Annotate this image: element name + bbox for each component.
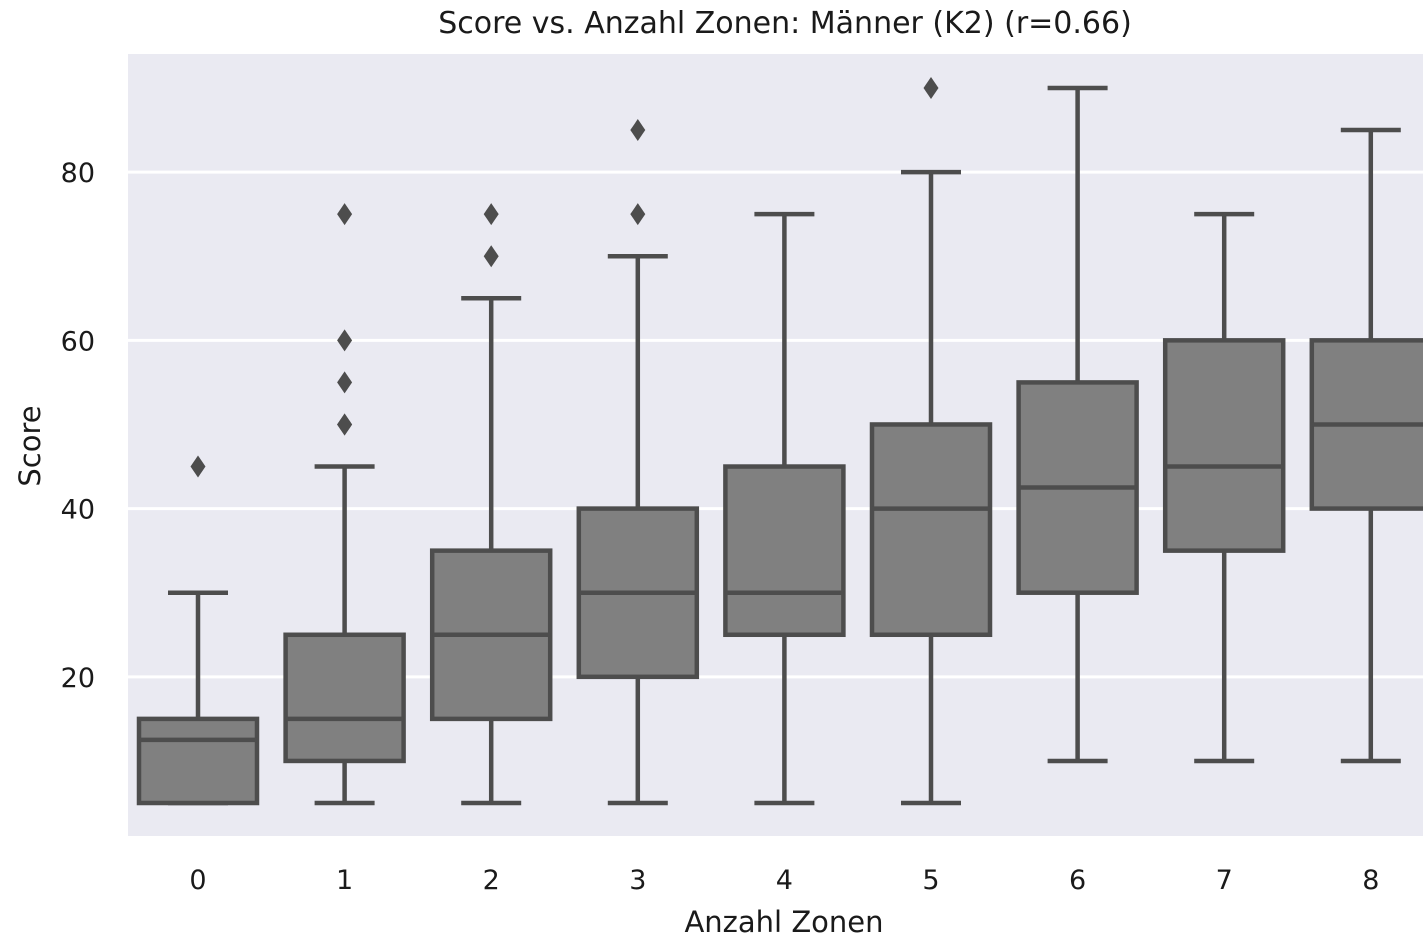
box-iqr [283, 632, 406, 764]
box-iqr [723, 464, 846, 638]
chart-title: Score vs. Anzahl Zonen: Männer (K2) (r=0… [438, 6, 1132, 41]
box-group-3 [576, 119, 700, 806]
box-iqr [136, 716, 260, 806]
x-tick-label-5: 5 [922, 865, 939, 896]
x-tick-label-6: 6 [1069, 865, 1086, 896]
box-iqr [869, 422, 993, 638]
outlier-point [337, 371, 353, 394]
outlier-point [483, 245, 499, 268]
outlier-point [630, 119, 646, 142]
x-tick-label-4: 4 [776, 865, 793, 896]
box-group-8 [1309, 127, 1423, 764]
y-tick-label-40: 40 [61, 495, 95, 526]
y-tick-label-60: 60 [61, 326, 95, 357]
box-group-2 [429, 203, 553, 806]
y-tick-labels: 20 40 60 80 [61, 158, 95, 694]
outlier-point [337, 203, 353, 226]
outlier-point [923, 77, 939, 99]
outlier-point [190, 455, 206, 478]
x-tick-label-3: 3 [629, 865, 646, 896]
x-axis-label: Anzahl Zonen [684, 905, 883, 938]
x-tick-label-2: 2 [483, 865, 500, 896]
x-tick-label-7: 7 [1216, 865, 1233, 896]
box-group-0 [136, 455, 260, 806]
y-tick-label-20: 20 [61, 663, 95, 694]
x-tick-label-0: 0 [189, 865, 206, 896]
x-tick-label-1: 1 [336, 865, 353, 896]
box-group-4 [723, 211, 846, 806]
box-group-5 [869, 77, 993, 806]
box-group-1 [283, 203, 406, 806]
y-axis-label: Score [13, 405, 47, 486]
box-iqr [1162, 338, 1286, 553]
outlier-point [337, 413, 353, 436]
y-tick-label-80: 80 [61, 158, 95, 189]
box-group-7 [1162, 211, 1286, 764]
outlier-point [337, 329, 353, 352]
x-tick-label-8: 8 [1362, 865, 1379, 896]
outlier-point [483, 203, 499, 226]
outlier-point [630, 203, 646, 226]
x-tick-labels: 0 1 2 3 4 5 6 7 8 [189, 865, 1379, 896]
box-group-6 [1016, 85, 1139, 764]
boxes [136, 77, 1423, 806]
